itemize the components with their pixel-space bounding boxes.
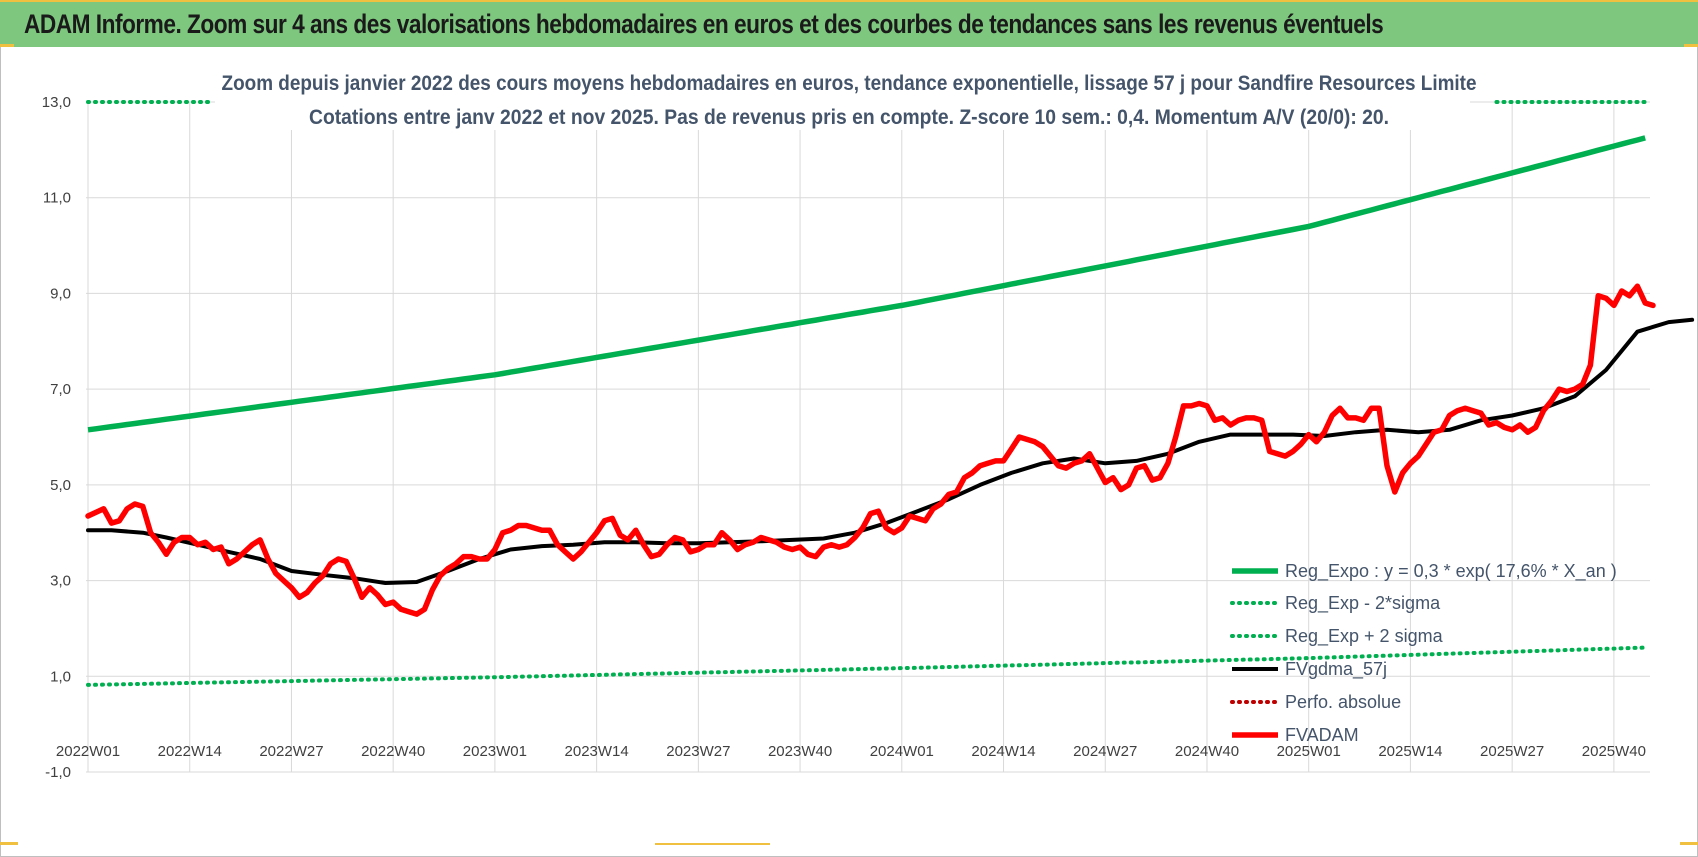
legend-label-perfo: Perfo. absolue [1285,692,1401,712]
y-tick-label: 11,0 [43,190,71,207]
corner-accent [1684,44,1698,47]
y-tick-label: 9,0 [50,285,71,302]
x-tick-label: 2024W01 [870,743,934,760]
x-tick-label: 2022W14 [158,743,222,760]
x-tick-label: 2025W01 [1277,743,1341,760]
series-moving-average [86,317,1695,585]
x-tick-label: 2024W40 [1175,743,1239,760]
corner-accent [655,843,770,845]
x-tick-label: 2023W27 [666,743,730,760]
subtitle-backdrop [215,64,1470,130]
corner-accent [0,842,18,845]
x-tick-label: 2024W27 [1073,743,1137,760]
legend-label-ma: FVgdma_57j [1285,659,1387,680]
legend: Reg_Expo : y = 0,3 * exp( 17,6% * X_an )… [1230,561,1617,745]
x-tick-label: 2023W40 [768,743,832,760]
series-trend [87,135,1646,433]
y-tick-label: -1,0 [45,764,71,781]
x-tick-label: 2023W01 [463,743,527,760]
chart-title: Zoom depuis janvier 2022 des cours moyen… [222,72,1477,95]
banner-title: ADAM Informe. Zoom sur 4 ans des valoris… [24,9,1384,39]
x-tick-label: 2022W40 [361,743,425,760]
y-tick-label: 13,0 [42,94,71,111]
legend-label-lower: Reg_Exp - 2*sigma [1285,593,1441,614]
legend-label-upper: Reg_Exp + 2 sigma [1285,626,1444,647]
x-tick-label: 2023W14 [565,743,629,760]
x-tick-label: 2022W27 [259,743,323,760]
y-tick-label: 7,0 [50,381,71,398]
x-tick-label: 2025W40 [1582,743,1646,760]
legend-label-price: FVADAM [1285,725,1359,745]
legend-label-trend: Reg_Expo : y = 0,3 * exp( 17,6% * X_an ) [1285,561,1617,582]
y-tick-label: 5,0 [50,477,71,494]
series-lower-band [86,645,1648,687]
title-banner: ADAM Informe. Zoom sur 4 ans des valoris… [0,0,1698,47]
y-tick-label: 1,0 [50,668,71,685]
corner-accent [0,44,14,47]
series-price [85,283,1656,617]
y-tick-label: 3,0 [50,573,71,590]
x-tick-label: 2024W14 [971,743,1035,760]
corner-accent [1680,842,1698,845]
chart-subtitle: Cotations entre janv 2022 et nov 2025. P… [309,106,1389,129]
x-tick-label: 2022W01 [56,743,120,760]
x-tick-label: 2025W14 [1378,743,1442,760]
x-tick-label: 2025W27 [1480,743,1544,760]
